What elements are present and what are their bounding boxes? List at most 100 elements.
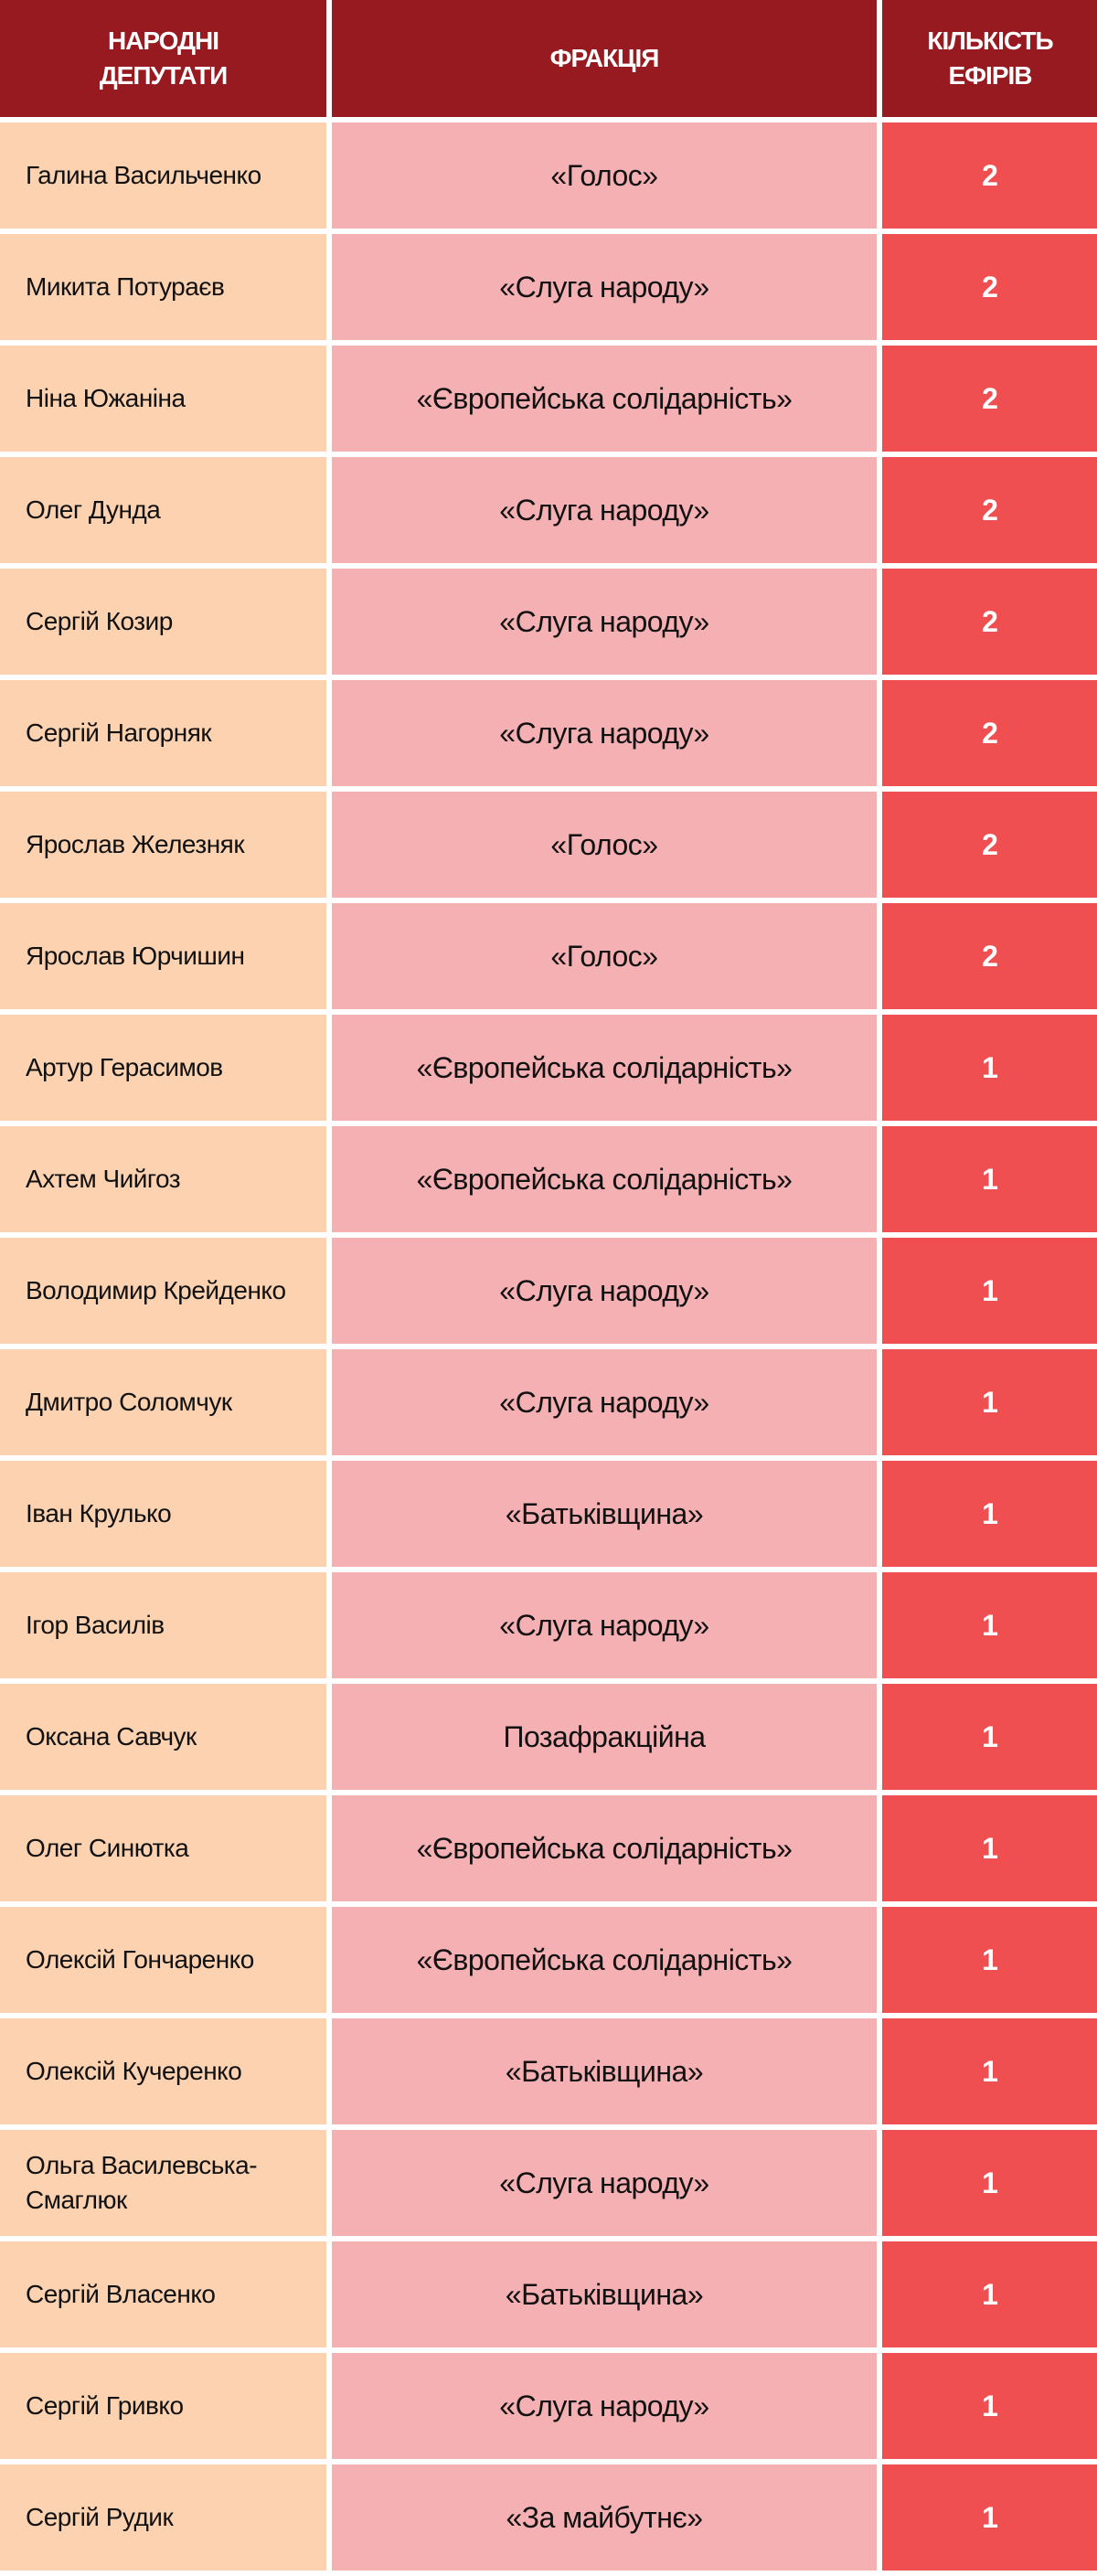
deputy-name: Оксана Савчук [26,1722,197,1751]
broadcast-count: 1 [982,1050,998,1084]
deputy-name: Микита Потураєв [26,272,225,301]
faction: «За майбутнє» [506,2500,703,2534]
faction-cell: «Голос» [332,903,877,1015]
faction-cell: «Слуга народу» [332,1349,877,1461]
faction: «Європейська солідарність» [416,381,793,415]
faction: «Слуга народу» [499,2166,709,2199]
broadcast-count: 2 [982,939,998,973]
deputy-name-cell: Ярослав Железняк [0,792,326,903]
deputy-name-cell: Олексій Гончаренко [0,1907,326,2018]
broadcast-count-cell: 1 [882,2464,1097,2576]
broadcast-count: 1 [982,1831,998,1865]
broadcast-count: 1 [982,2500,998,2534]
faction: «Слуга народу» [499,1608,709,1642]
broadcast-count: 2 [982,270,998,303]
deputy-name-cell: Володимир Крейденко [0,1238,326,1349]
deputy-name: Ольга Василевська-Смаглюк [26,2151,258,2214]
deputy-name-cell: Сергій Гривко [0,2353,326,2464]
deputy-name: Олег Дунда [26,495,161,524]
deputy-name: Галина Васильченко [26,161,261,189]
faction: «Європейська солідарність» [416,1050,793,1084]
faction: «Слуга народу» [499,716,709,750]
deputy-name-cell: Микита Потураєв [0,234,326,346]
deputy-name-cell: Сергій Козир [0,569,326,680]
faction-cell: «Слуга народу» [332,569,877,680]
broadcast-count-cell: 2 [882,122,1097,234]
deputy-name: Сергій Козир [26,607,173,635]
deputy-name-cell: Сергій Власенко [0,2241,326,2353]
faction: «Голос» [550,158,658,192]
faction-cell: «За майбутнє» [332,2464,877,2576]
broadcast-count-cell: 2 [882,680,1097,792]
broadcast-count: 1 [982,2277,998,2311]
faction-cell: «Слуга народу» [332,1238,877,1349]
broadcast-count-cell: 2 [882,569,1097,680]
broadcast-count: 1 [982,2389,998,2422]
faction-cell: «Європейська солідарність» [332,1015,877,1126]
deputy-name-cell: Ольга Василевська-Смаглюк [0,2130,326,2241]
broadcast-count-cell: 1 [882,1572,1097,1684]
faction: «Слуга народу» [499,493,709,527]
deputy-name: Сергій Нагорняк [26,719,212,747]
broadcast-count: 1 [982,2054,998,2088]
broadcast-count-cell: 1 [882,1349,1097,1461]
faction-cell: «Слуга народу» [332,457,877,569]
faction-cell: «Європейська солідарність» [332,346,877,457]
broadcast-count-cell: 1 [882,1795,1097,1907]
faction-cell: Позафракційна [332,1684,877,1795]
deputy-name-cell: Артур Герасимов [0,1015,326,1126]
broadcast-count: 2 [982,827,998,861]
faction: «Слуга народу» [499,604,709,638]
deputy-name-cell: Ігор Василів [0,1572,326,1684]
broadcast-count: 1 [982,1943,998,1976]
deputy-name-cell: Сергій Рудик [0,2464,326,2576]
header-deputies: НАРОДНІ ДЕПУТАТИ [0,0,326,122]
faction: «Слуга народу» [499,270,709,303]
deputy-name-cell: Галина Васильченко [0,122,326,234]
broadcast-count: 1 [982,1608,998,1642]
broadcast-count-cell: 1 [882,2130,1097,2241]
broadcast-count-cell: 1 [882,2018,1097,2130]
deputy-name-cell: Оксана Савчук [0,1684,326,1795]
deputy-name: Сергій Власенко [26,2280,216,2308]
header-faction-label: ФРАКЦІЯ [549,44,660,72]
faction-cell: «Європейська солідарність» [332,1907,877,2018]
deputy-name: Володимир Крейденко [26,1276,286,1304]
deputy-name: Ярослав Юрчишин [26,942,245,970]
deputy-name-cell: Олег Синютка [0,1795,326,1907]
broadcast-count-cell: 1 [882,2241,1097,2353]
faction: «Слуга народу» [499,1385,709,1419]
deputy-name: Ярослав Железняк [26,830,245,858]
deputy-name: Олег Синютка [26,1834,189,1862]
faction-cell: «Слуга народу» [332,1572,877,1684]
faction-cell: «Голос» [332,792,877,903]
broadcast-count-cell: 1 [882,1238,1097,1349]
faction: «Голос» [550,939,658,973]
broadcast-count: 2 [982,158,998,192]
deputy-name-cell: Дмитро Соломчук [0,1349,326,1461]
faction: «Батьківщина» [505,2054,704,2088]
broadcast-count: 2 [982,381,998,415]
deputy-name: Ніна Южаніна [26,384,186,412]
broadcast-count: 1 [982,1273,998,1307]
faction-cell: «Слуга народу» [332,680,877,792]
broadcast-count-cell: 1 [882,1461,1097,1572]
broadcast-count: 1 [982,1496,998,1530]
deputy-name: Іван Крулько [26,1499,172,1528]
faction: «Європейська солідарність» [416,1831,793,1865]
faction-cell: «Батьківщина» [332,2018,877,2130]
faction-cell: «Батьківщина» [332,2241,877,2353]
broadcast-count-cell: 2 [882,457,1097,569]
broadcast-count-cell: 1 [882,2353,1097,2464]
faction-cell: «Європейська солідарність» [332,1795,877,1907]
deputy-name: Артур Герасимов [26,1053,223,1081]
header-deputies-label: НАРОДНІ ДЕПУТАТИ [99,27,229,90]
broadcast-count-cell: 2 [882,792,1097,903]
broadcast-count-cell: 1 [882,1684,1097,1795]
deputy-name-cell: Олексій Кучеренко [0,2018,326,2130]
faction-cell: «Європейська солідарність» [332,1126,877,1238]
broadcast-count-cell: 2 [882,234,1097,346]
faction: «Слуга народу» [499,1273,709,1307]
deputy-name: Олексій Кучеренко [26,2057,242,2085]
